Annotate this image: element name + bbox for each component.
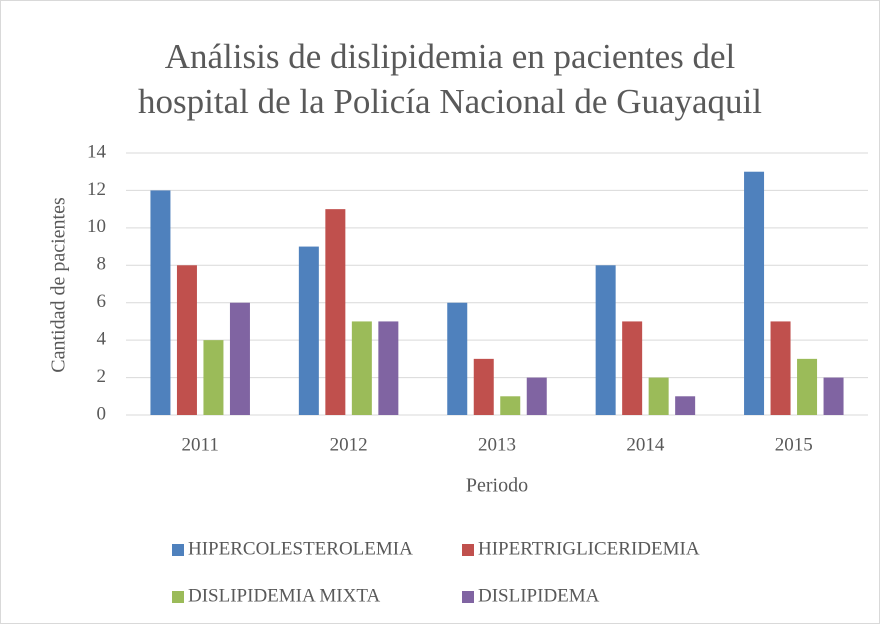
- legend-label: DISLIPIDEMIA MIXTA: [188, 585, 380, 606]
- y-tick-label: 0: [97, 403, 107, 424]
- bar: [622, 321, 643, 415]
- legend-swatch: [462, 591, 474, 603]
- x-tick-label: 2012: [330, 434, 368, 455]
- bar: [150, 190, 171, 415]
- bar: [675, 396, 696, 415]
- y-tick-label: 10: [87, 216, 106, 237]
- y-tick-label: 12: [87, 179, 106, 200]
- legend-swatch: [172, 591, 184, 603]
- bar: [351, 321, 372, 415]
- y-tick-label: 4: [97, 329, 107, 350]
- bar: [648, 377, 669, 415]
- legend-swatch: [462, 544, 474, 556]
- bar: [770, 321, 791, 415]
- y-tick-label: 2: [97, 366, 107, 387]
- x-tick-label: 2013: [478, 434, 516, 455]
- chart-title: hospital de la Policía Nacional de Guaya…: [138, 82, 762, 121]
- bar: [526, 377, 547, 415]
- y-tick-label: 8: [97, 254, 107, 275]
- bar: [176, 265, 197, 415]
- bar: [298, 246, 319, 415]
- bar: [744, 171, 765, 415]
- x-tick-label: 2014: [626, 434, 665, 455]
- legend-label: DISLIPIDEMA: [478, 585, 600, 606]
- bar: [595, 265, 616, 415]
- legend-label: HIPERTRIGLICERIDEMIA: [478, 538, 700, 559]
- bar: [473, 358, 494, 415]
- y-axis-label: Cantidad de pacientes: [48, 197, 70, 373]
- x-axis-label: Periodo: [466, 475, 528, 497]
- bar: [823, 377, 844, 415]
- x-tick-label: 2011: [182, 434, 219, 455]
- bar: [229, 302, 250, 415]
- legend-swatch: [172, 544, 184, 556]
- y-tick-label: 6: [97, 291, 107, 312]
- chart-title: Análisis de dislipidemia en pacientes de…: [165, 37, 736, 76]
- bar: [797, 358, 818, 415]
- bar: [378, 321, 399, 415]
- legend-label: HIPERCOLESTEROLEMIA: [188, 538, 413, 559]
- bar: [203, 340, 224, 415]
- bar: [500, 396, 521, 415]
- y-tick-label: 14: [87, 141, 107, 162]
- bar: [447, 302, 468, 415]
- bar: [325, 209, 346, 415]
- x-tick-label: 2015: [775, 434, 813, 455]
